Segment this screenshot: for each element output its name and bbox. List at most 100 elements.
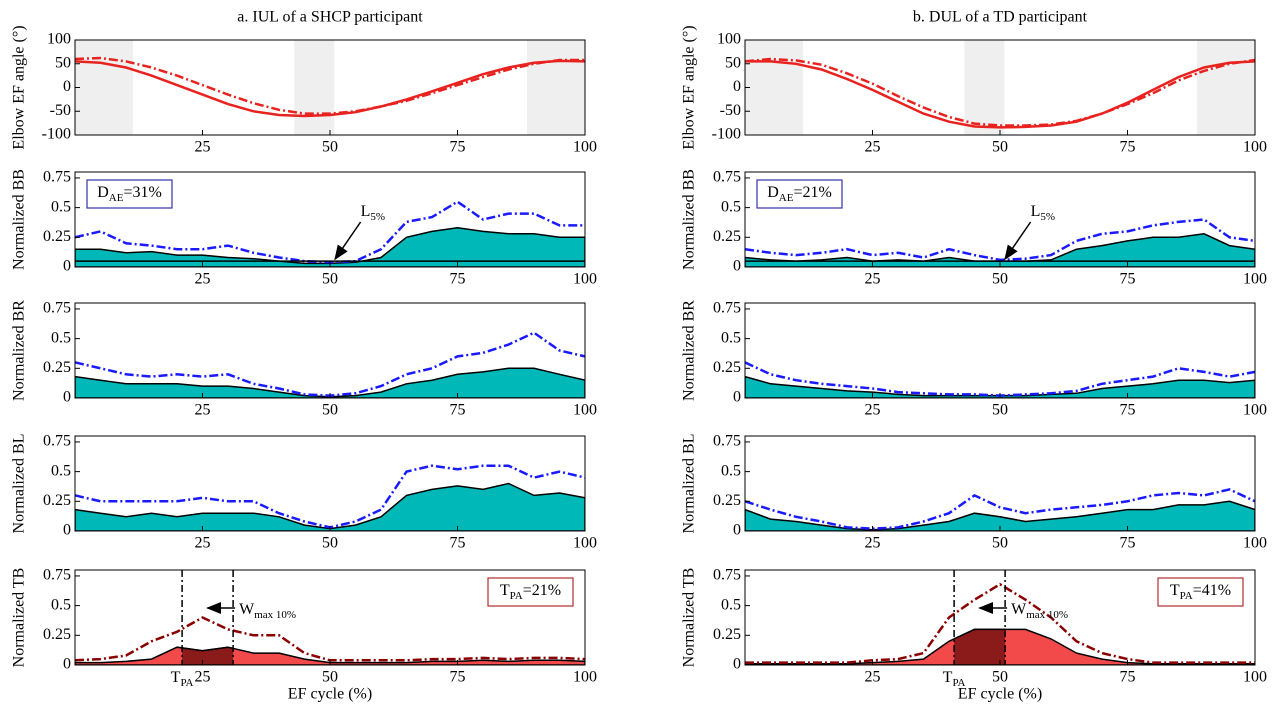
x-tick-label: 50 — [322, 669, 338, 686]
y-tick-label: 0 — [63, 78, 71, 95]
x-tick-label: 100 — [1243, 139, 1267, 156]
x-tick-label: 100 — [573, 139, 597, 156]
y-tick-label: 0 — [733, 522, 741, 539]
panel-title: a. IUL of a SHCP participant — [237, 9, 423, 26]
annotation-text: Wmax 10% — [1011, 601, 1068, 621]
x-tick-label: 25 — [865, 139, 881, 156]
y-tick-label: 0.25 — [43, 359, 71, 376]
plot-area — [75, 464, 585, 531]
annotation-text-sub: max 10% — [254, 609, 296, 621]
line — [75, 56, 585, 115]
x-axis-label: EF cycle (%) — [288, 686, 372, 703]
y-tick-label: 0.25 — [43, 626, 71, 643]
y-tick-label: 0.5 — [721, 596, 741, 613]
x-tick-label: 50 — [992, 402, 1008, 419]
y-tick-label: 50 — [55, 54, 71, 71]
y-tick-label: 0.25 — [43, 492, 71, 509]
y-tick-label: 0.75 — [43, 567, 71, 584]
line — [75, 616, 585, 662]
area — [745, 500, 1255, 531]
x-tick-label: 50 — [992, 271, 1008, 288]
y-tick-label: 0.5 — [51, 462, 71, 479]
x-tick-label: 100 — [1243, 271, 1267, 288]
y-tick-label: 0 — [733, 258, 741, 275]
y-tick-label: 0.5 — [51, 198, 71, 215]
annotation-box-text: DAE=21% — [767, 184, 832, 204]
x-tick-label: 75 — [450, 139, 466, 156]
x-tick-label: 50 — [322, 535, 338, 552]
annotation-box — [1157, 577, 1244, 607]
line — [745, 60, 1255, 129]
y-tick-label: 0.75 — [43, 433, 71, 450]
y-tick-label: -100 — [42, 126, 71, 143]
annotation-box-text-main: T — [1170, 582, 1180, 599]
x-tick-label: 25 — [865, 402, 881, 419]
annotation-text-main: L — [361, 203, 371, 220]
line — [745, 582, 1255, 664]
arm-illustration — [964, 40, 1005, 135]
arm-illustration — [294, 40, 335, 135]
plot-area — [745, 218, 1255, 267]
y-tick-label: 0 — [63, 656, 71, 673]
plot-area — [75, 200, 585, 267]
y-tick-label: -50 — [50, 102, 71, 119]
window-label: TPA — [171, 669, 194, 689]
plot-area — [745, 488, 1255, 531]
annotation-text-main: W — [239, 601, 255, 618]
window-label: TPA — [943, 669, 966, 689]
line — [745, 57, 1255, 127]
window-label-sub: PA — [952, 677, 965, 689]
y-tick-label: 0 — [733, 78, 741, 95]
annotation-box — [487, 577, 574, 607]
x-tick-label: 75 — [1120, 402, 1136, 419]
y-tick-label: 0.25 — [713, 359, 741, 376]
x-tick-label: 75 — [450, 535, 466, 552]
line — [745, 218, 1255, 262]
annotation-text-main: L — [1031, 203, 1041, 220]
y-axis-label: Elbow EF angle (°) — [681, 25, 698, 149]
area — [75, 367, 585, 398]
annotation-arrow — [334, 221, 362, 261]
y-tick-label: 0.25 — [713, 492, 741, 509]
y-axis-label: Normalized BB — [681, 169, 698, 270]
annotation-text-main: W — [1011, 601, 1027, 618]
y-tick-label: 0.5 — [721, 329, 741, 346]
arm-illustration — [745, 40, 803, 135]
y-tick-label: 0 — [733, 656, 741, 673]
y-tick-label: 0.25 — [43, 228, 71, 245]
x-tick-label: 50 — [322, 402, 338, 419]
y-axis-label: Normalized BR — [11, 300, 28, 401]
x-tick-label: 75 — [1120, 139, 1136, 156]
x-tick-label: 75 — [450, 669, 466, 686]
annotation-box-text-rest: =21% — [523, 582, 561, 599]
y-axis-label: Normalized TB — [681, 568, 698, 668]
arm-illustration — [1197, 40, 1255, 135]
x-tick-label: 25 — [865, 535, 881, 552]
y-tick-label: 0 — [63, 389, 71, 406]
y-tick-label: 0.75 — [713, 567, 741, 584]
y-tick-label: 0.75 — [43, 169, 71, 186]
y-tick-label: -100 — [712, 126, 741, 143]
x-tick-label: 25 — [865, 271, 881, 288]
y-tick-label: 0 — [63, 258, 71, 275]
window-label-main: T — [171, 669, 181, 686]
annotation-text-sub: 5% — [1040, 211, 1055, 223]
annotation-box-text-main: T — [500, 582, 510, 599]
x-tick-label: 50 — [992, 669, 1008, 686]
y-tick-label: 0 — [733, 389, 741, 406]
x-tick-label: 100 — [573, 402, 597, 419]
annotation-arrow — [1004, 221, 1032, 261]
plot-area — [75, 331, 585, 398]
y-tick-label: 0.5 — [721, 198, 741, 215]
x-tick-label: 25 — [195, 535, 211, 552]
y-tick-label: 50 — [725, 54, 741, 71]
y-axis-label: Normalized BR — [681, 300, 698, 401]
annotation-box-text: DAE=31% — [97, 184, 162, 204]
y-tick-label: 0.25 — [713, 228, 741, 245]
y-tick-label: 100 — [717, 31, 741, 48]
x-tick-label: 50 — [992, 535, 1008, 552]
x-tick-label: 100 — [1243, 402, 1267, 419]
x-tick-label: 75 — [1120, 669, 1136, 686]
annotation-box-text-sub: AE — [109, 192, 124, 204]
